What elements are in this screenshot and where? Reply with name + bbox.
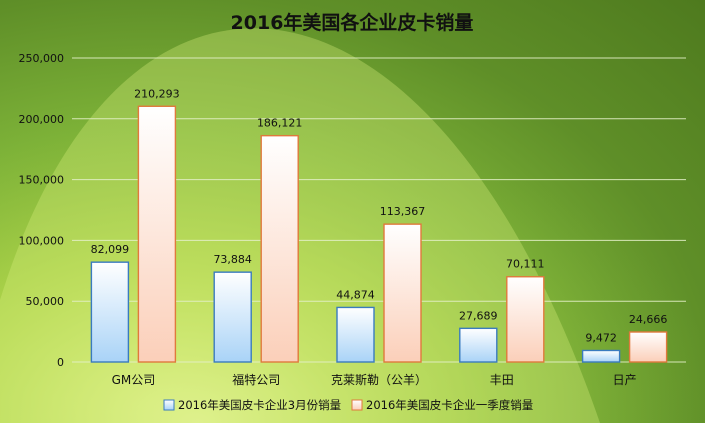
legend-swatch <box>163 399 175 411</box>
data-label: 210,293 <box>134 87 180 100</box>
x-category-label: 日产 <box>613 373 637 387</box>
legend-label: 2016年美国皮卡企业3月份销量 <box>178 398 341 412</box>
bar-series2 <box>137 105 177 363</box>
bar-series2 <box>383 223 422 363</box>
data-label: 82,099 <box>91 243 130 256</box>
bar-series1 <box>90 261 130 363</box>
data-label: 24,666 <box>629 313 668 326</box>
legend: 2016年美国皮卡企业3月份销量 2016年美国皮卡企业一季度销量 <box>163 398 533 412</box>
bars <box>90 105 668 363</box>
x-category-label: GM公司 <box>112 373 156 387</box>
x-axis-categories: GM公司 福特公司 克莱斯勒（公羊） 丰田 日产 <box>112 372 637 387</box>
bar-series2 <box>506 276 545 363</box>
legend-label: 2016年美国皮卡企业一季度销量 <box>366 398 533 412</box>
bar-series1 <box>581 349 621 363</box>
x-category-label: 丰田 <box>490 373 514 387</box>
data-label: 113,367 <box>380 205 426 218</box>
legend-swatch <box>351 399 363 411</box>
bar-series2 <box>628 331 668 363</box>
y-tick-label: 0 <box>57 356 64 369</box>
y-tick-label: 150,000 <box>19 174 65 187</box>
bar-series2 <box>260 134 299 363</box>
data-label: 44,874 <box>336 288 375 301</box>
y-tick-label: 50,000 <box>26 295 65 308</box>
data-label: 186,121 <box>257 117 303 130</box>
bar-series1 <box>459 327 498 363</box>
data-label: 70,111 <box>506 258 545 271</box>
x-category-label: 福特公司 <box>232 372 280 387</box>
y-tick-label: 250,000 <box>19 52 65 65</box>
y-axis-ticks: 0 50,000 100,000 150,000 200,000 250,000 <box>19 52 65 369</box>
y-tick-label: 200,000 <box>19 113 65 126</box>
data-labels: 82,099 210,293 73,884 186,121 44,874 113,367 2… <box>91 87 668 344</box>
bar-series1 <box>213 271 252 363</box>
y-tick-label: 100,000 <box>19 234 65 247</box>
bar-series1 <box>336 306 375 363</box>
data-label: 73,884 <box>213 253 252 266</box>
x-category-label: 克莱斯勒（公羊） <box>331 372 427 387</box>
chart-title: 2016年美国各企业皮卡销量 <box>231 11 474 34</box>
data-label: 9,472 <box>585 331 617 344</box>
data-label: 27,689 <box>459 309 498 322</box>
